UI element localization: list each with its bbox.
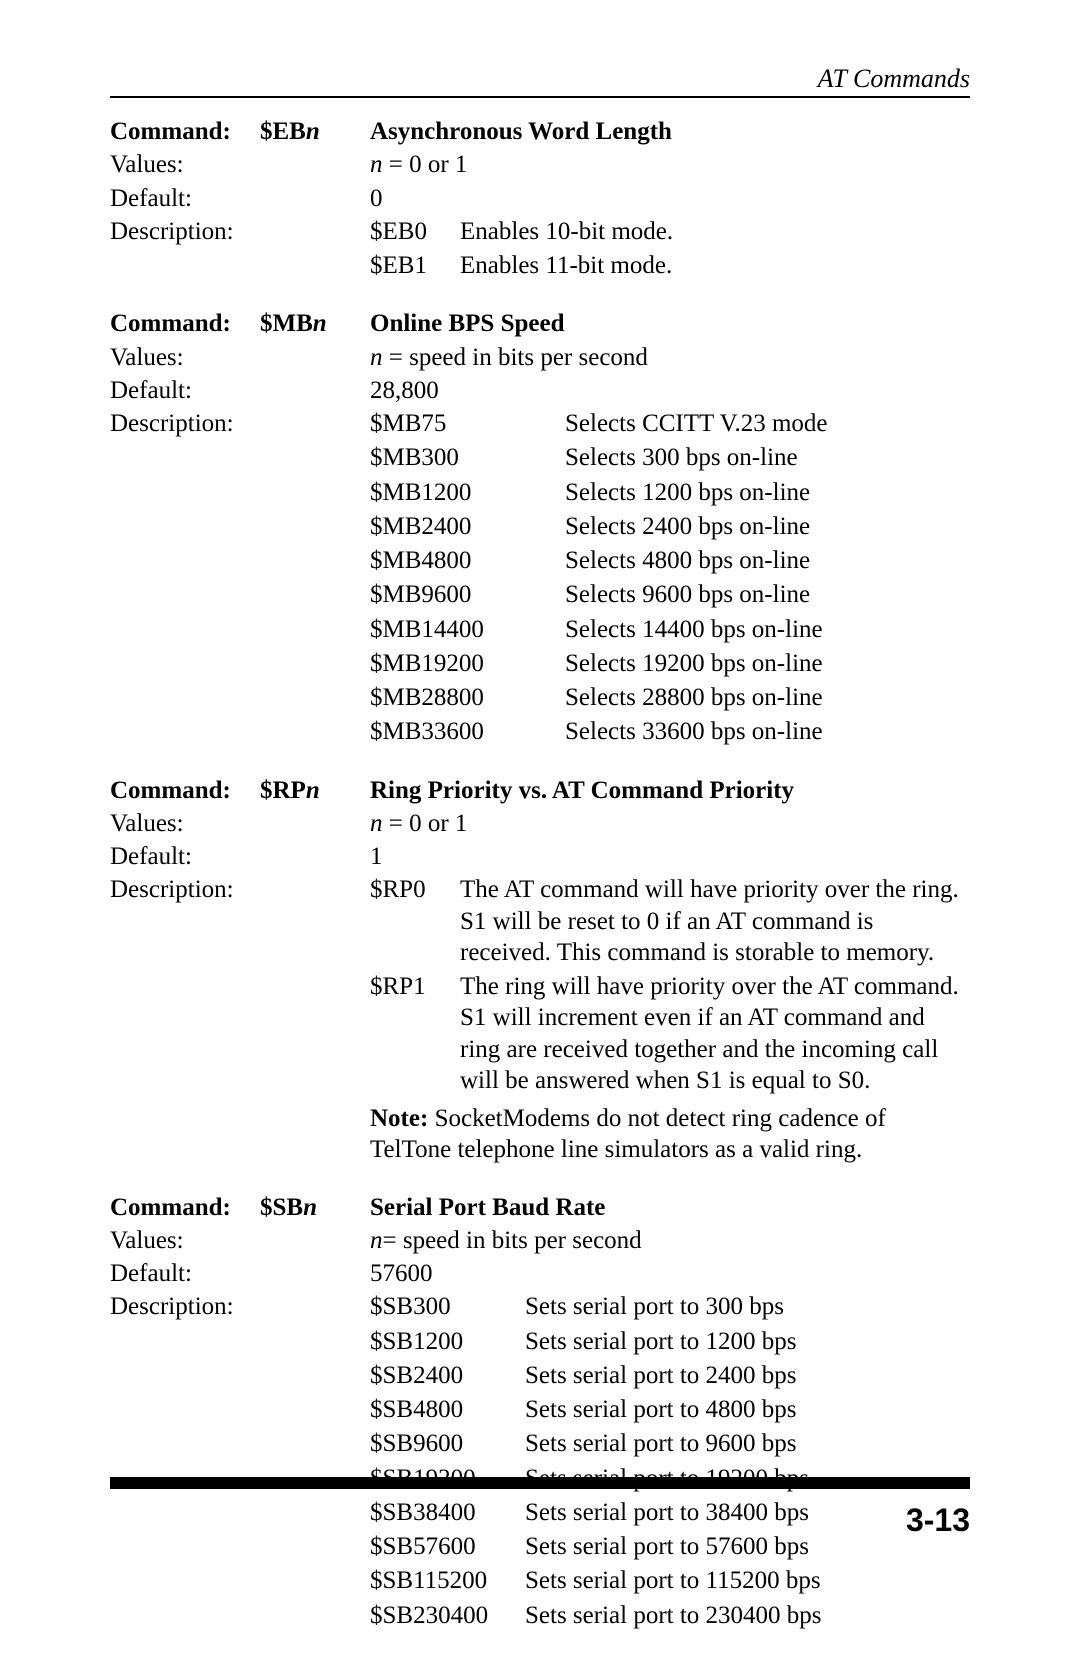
desc-text: Sets serial port to 230400 bps [525,1600,970,1631]
command-title: Online BPS Speed [370,308,970,339]
note-text: Note: SocketModems do not detect ring ca… [370,1103,970,1166]
desc-code: $MB14400 [370,614,565,645]
label-values: Values: [110,342,260,373]
desc-code: $SB4800 [370,1394,525,1425]
desc-text: Enables 10-bit mode. [460,216,970,247]
desc-text: Sets serial port to 9600 bps [525,1428,970,1459]
desc-text: Selects 300 bps on-line [565,442,970,473]
command-title: Asynchronous Word Length [370,116,970,147]
command-suffix: n [306,118,320,145]
desc-text: Selects 1200 bps on-line [565,477,970,508]
values-text: n = 0 or 1 [370,808,970,839]
desc-code: $MB2400 [370,511,565,542]
desc-code: $SB1200 [370,1326,525,1357]
command-section: Command:$MBnOnline BPS Speed Values: n = s… [110,308,970,748]
desc-code: $MB75 [370,408,565,439]
desc-text: Sets serial port to 115200 bps [525,1565,970,1596]
default-text: 28,800 [370,375,970,406]
label-command: Command: [110,775,260,806]
command-suffix: n [303,1194,317,1221]
default-text: 1 [370,841,970,872]
command-section: Command:$RPnRing Priority vs. AT Command… [110,775,970,1166]
desc-code: $SB2400 [370,1360,525,1391]
label-default: Default: [110,841,260,872]
desc-text: Sets serial port to 57600 bps [525,1531,970,1562]
desc-text: Selects 4800 bps on-line [565,545,970,576]
desc-text: Selects CCITT V.23 mode [565,408,970,439]
command-title: Serial Port Baud Rate [370,1192,970,1223]
desc-code: $SB115200 [370,1565,525,1596]
desc-code: $MB4800 [370,545,565,576]
desc-text: Selects 2400 bps on-line [565,511,970,542]
command-section: Command:$SBnSerial Port Baud Rate Values:… [110,1192,970,1632]
label-values: Values: [110,808,260,839]
label-description: Description: [110,216,260,247]
desc-text: Sets serial port to 300 bps [525,1291,970,1322]
page-number: 3-13 [906,1502,970,1539]
desc-code: $RP1 [370,971,460,1002]
desc-code: $MB1200 [370,477,565,508]
desc-code: $MB28800 [370,682,565,713]
desc-code: $SB230400 [370,1600,525,1631]
desc-text: Selects 28800 bps on-line [565,682,970,713]
desc-text: Selects 19200 bps on-line [565,648,970,679]
values-text: n= speed in bits per second [370,1225,970,1256]
desc-text: Enables 11-bit mode. [460,250,970,281]
label-description: Description: [110,874,260,905]
desc-text: Selects 33600 bps on-line [565,716,970,747]
desc-code: $MB33600 [370,716,565,747]
desc-text: Sets serial port to 2400 bps [525,1360,970,1391]
label-description: Description: [110,1291,260,1322]
desc-code: $SB57600 [370,1531,525,1562]
page: AT Commands Command:$EBnAsynchronous Wor… [0,0,1080,1669]
label-values: Values: [110,149,260,180]
desc-code: $MB300 [370,442,565,473]
desc-text: The ring will have priority over the AT … [460,971,970,1096]
desc-text: Sets serial port to 1200 bps [525,1326,970,1357]
label-values: Values: [110,1225,260,1256]
label-command: Command: [110,1192,260,1223]
label-default: Default: [110,375,260,406]
content-area: Command:$EBnAsynchronous Word LengthValu… [110,116,970,1658]
header-title: AT Commands [818,64,970,94]
desc-text: Selects 9600 bps on-line [565,579,970,610]
command-section: Command:$EBnAsynchronous Word Length Valu… [110,116,970,282]
desc-text: Sets serial port to 38400 bps [525,1497,970,1528]
command-title: Ring Priority vs. AT Command Priority [370,775,970,806]
desc-code: $MB19200 [370,648,565,679]
desc-code: $SB300 [370,1291,525,1322]
header-rule [110,96,970,98]
desc-code: $RP0 [370,874,460,905]
desc-text: The AT command will have priority over t… [460,874,970,968]
desc-code: $EB0 [370,216,460,247]
desc-code: $SB38400 [370,1497,525,1528]
desc-code: $MB9600 [370,579,565,610]
command-code: $SBn [260,1192,370,1223]
command-code: $EBn [260,116,370,147]
command-code: $RPn [260,775,370,806]
desc-text: Selects 14400 bps on-line [565,614,970,645]
footer-bar [110,1477,970,1489]
desc-code: $SB9600 [370,1428,525,1459]
desc-text: Sets serial port to 4800 bps [525,1394,970,1425]
label-description: Description: [110,408,260,439]
label-command: Command: [110,308,260,339]
label-command: Command: [110,116,260,147]
default-text: 0 [370,183,970,214]
values-text: n = speed in bits per second [370,342,970,373]
command-code: $MBn [260,308,370,339]
values-text: n = 0 or 1 [370,149,970,180]
default-text: 57600 [370,1258,970,1289]
command-suffix: n [313,310,327,337]
label-default: Default: [110,1258,260,1289]
command-suffix: n [306,777,320,804]
desc-code: $EB1 [370,250,460,281]
label-default: Default: [110,183,260,214]
